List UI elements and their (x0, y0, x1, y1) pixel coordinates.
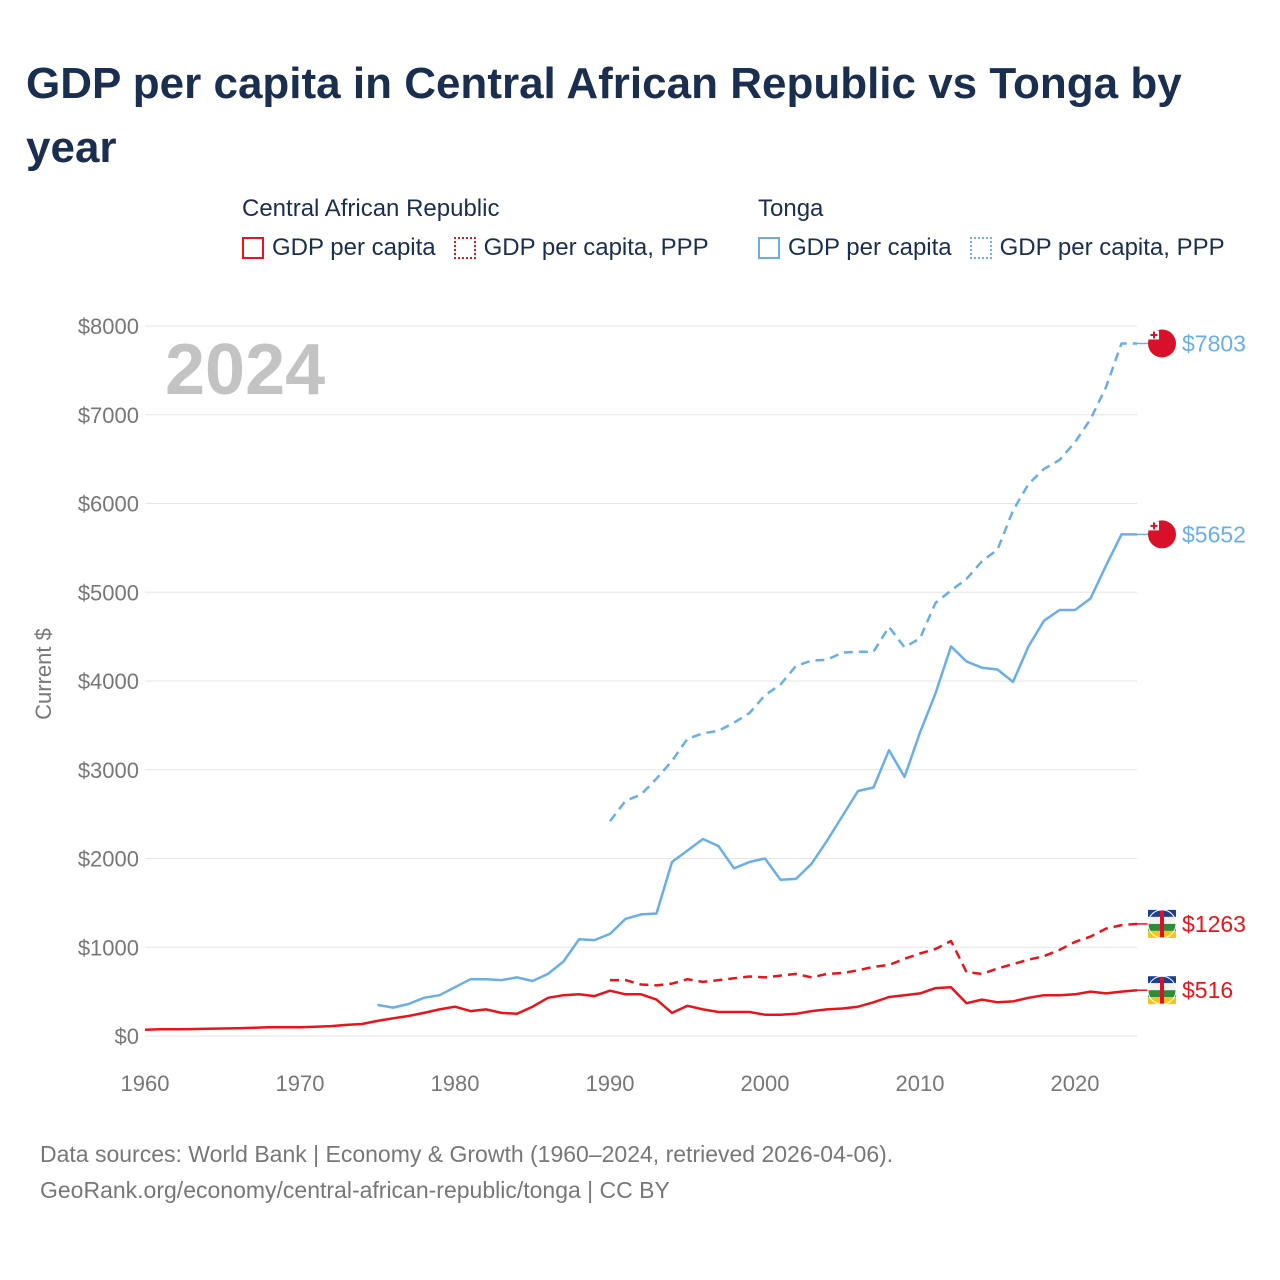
legend-item-car-gdp-ppp[interactable]: GDP per capita, PPP (453, 234, 709, 262)
y-tick-label: $6000 (78, 492, 139, 517)
legend-item-car-gdp[interactable]: GDP per capita (242, 234, 436, 262)
end-value-label: $516 (1182, 977, 1233, 1003)
series-line-ppp (610, 922, 1138, 987)
series-line-ppp (609, 342, 1137, 822)
y-tick-label: $5000 (78, 580, 139, 605)
car-flag-icon (1147, 975, 1177, 1005)
legend-country-label: Tonga (758, 195, 824, 222)
series-line-gdp (377, 533, 1137, 1009)
y-tick-label: $2000 (78, 847, 139, 872)
legend-country-label: Central African Republic (242, 195, 500, 222)
y-axis-label: Current $ (31, 628, 56, 720)
series-line-gdp (144, 985, 1138, 1032)
legend-item-tonga-gdp-ppp[interactable]: GDP per capita, PPP (969, 234, 1225, 262)
y-tick-label: $1000 (78, 935, 139, 960)
legend-item-label: GDP per capita, PPP (483, 234, 709, 261)
end-value-label: $1263 (1182, 911, 1246, 937)
data-sources-text: Data sources: World Bank | Economy & Gro… (40, 1141, 894, 1167)
tonga-flag-cross-h (1150, 333, 1158, 336)
footer: Data sources: World Bank | Economy & Gro… (40, 1136, 893, 1208)
legend-swatch-dotted (969, 237, 992, 259)
year-watermark: 2024 (165, 330, 325, 410)
end-value-label: $5652 (1182, 521, 1246, 547)
legend-item-label: GDP per capita (788, 234, 952, 261)
x-tick-label: 2000 (741, 1071, 790, 1096)
car-flag-stripe (1160, 976, 1164, 1005)
y-tick-label: $4000 (78, 669, 139, 694)
legend-swatch-solid (242, 237, 264, 259)
legend-group-tonga: Tonga GDP per capita GDP per capita, PPP (758, 194, 1243, 262)
legend-item-tonga-gdp[interactable]: GDP per capita (758, 234, 952, 262)
legend-group-car: Central African Republic GDP per capita … (242, 194, 727, 262)
end-value-label: $7803 (1182, 330, 1246, 356)
y-tick-label: $8000 (78, 314, 139, 339)
line-chart: $0 $1000 $2000 $3000 $4000 $5000 $6000 $7000 $80… (31, 314, 1246, 1096)
legend-swatch-solid (758, 237, 780, 259)
x-tick-label: 1970 (276, 1071, 325, 1096)
y-tick-label: $3000 (78, 758, 139, 783)
car-flag-icon (1147, 909, 1177, 939)
legend-item-label: GDP per capita (272, 234, 436, 261)
legend-swatch-dotted (453, 237, 476, 259)
x-tick-label: 1990 (586, 1071, 635, 1096)
x-tick-label: 2020 (1051, 1071, 1100, 1096)
car-flag-stripe (1160, 909, 1164, 938)
x-tick-label: 1980 (431, 1071, 480, 1096)
legend-item-label: GDP per capita, PPP (999, 234, 1225, 261)
source-link[interactable]: GeoRank.org/economy/central-african-repu… (40, 1177, 670, 1203)
y-tick-label: $7000 (78, 403, 139, 428)
x-tick-label: 1960 (121, 1071, 170, 1096)
tonga-flag-cross-h (1150, 524, 1158, 527)
x-tick-label: 2010 (896, 1071, 945, 1096)
page-title: GDP per capita in Central African Republ… (26, 59, 1182, 172)
y-tick-label: $0 (115, 1024, 139, 1049)
